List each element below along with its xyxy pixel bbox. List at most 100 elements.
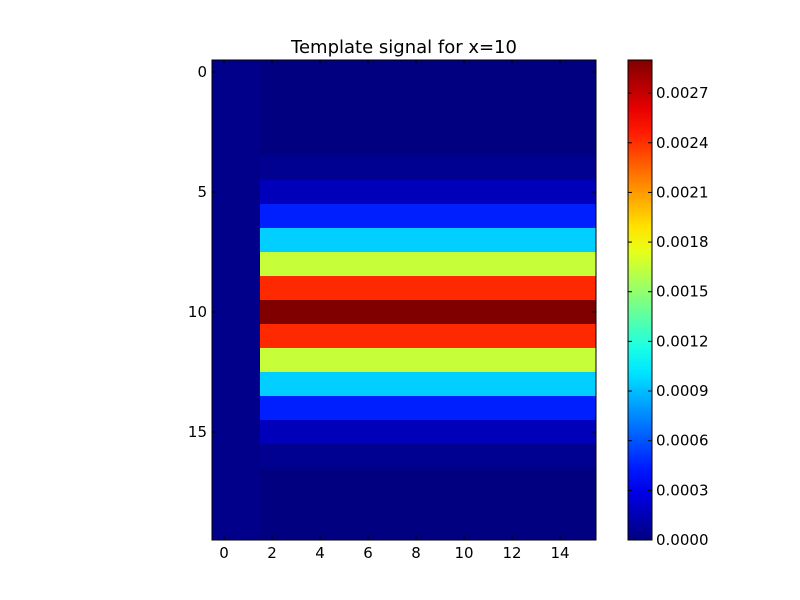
heatmap-cell [500,252,525,277]
heatmap-cell [356,492,381,517]
heatmap-cell [548,156,573,181]
heatmap-cell [404,180,429,205]
heatmap-cell [476,516,501,541]
heatmap-cell [428,204,453,229]
heatmap-cell [428,180,453,205]
heatmap-cell [572,252,597,277]
heatmap-cell [428,276,453,301]
heatmap-cell [308,468,333,493]
heatmap-cell [260,252,285,277]
heatmap-cell [548,204,573,229]
heatmap-cell [572,276,597,301]
heatmap-cell [548,492,573,517]
heatmap-cell [476,444,501,469]
heatmap-cell [500,108,525,133]
heatmap-cell [380,84,405,109]
heatmap-cell [260,156,285,181]
heatmap-cell [236,444,261,469]
heatmap-cell [548,420,573,445]
heatmap-cell [236,108,261,133]
heatmap-cell [356,228,381,253]
heatmap-cell [356,420,381,445]
y-tick-label: 10 [188,303,207,321]
heatmap-cell [428,516,453,541]
heatmap-cell [428,444,453,469]
heatmap-cell [476,324,501,349]
heatmap-cell [380,444,405,469]
heatmap-cell [500,156,525,181]
heatmap-cell [428,324,453,349]
heatmap-cell [380,396,405,421]
heatmap-cell [524,492,549,517]
heatmap-cell [260,108,285,133]
heatmap-cell [236,300,261,325]
heatmap-cell [500,348,525,373]
heatmap-cell [332,180,357,205]
heatmap-cell [476,156,501,181]
heatmap-cell [356,444,381,469]
colorbar-tick-label: 0.0000 [656,531,709,549]
heatmap-cell [428,156,453,181]
heatmap-cell [548,276,573,301]
heatmap-cell [260,444,285,469]
heatmap-cell [500,372,525,397]
heatmap-cell [476,84,501,109]
heatmap-cell [404,372,429,397]
heatmap-cell [332,84,357,109]
heatmap-cell [404,84,429,109]
heatmap-cell [308,60,333,85]
y-tick-label: 0 [197,63,207,81]
heatmap-cell [428,84,453,109]
heatmap-cell [284,444,309,469]
heatmap-cell [356,468,381,493]
heatmap-cell [500,228,525,253]
heatmap-cell [212,276,237,301]
heatmap-cell [284,492,309,517]
heatmap-cell [428,228,453,253]
heatmap-cell [524,444,549,469]
heatmap-cell [548,324,573,349]
heatmap-cell [380,156,405,181]
heatmap-cell [380,228,405,253]
heatmap-cell [452,348,477,373]
heatmap-cell [500,204,525,229]
heatmap-cell [476,252,501,277]
heatmap-cell [524,324,549,349]
heatmap-cell [332,60,357,85]
heatmap-cell [260,372,285,397]
heatmap-cell [476,492,501,517]
heatmap-cell [380,420,405,445]
heatmap-cell [260,468,285,493]
heatmap-cell [500,324,525,349]
heatmap-cell [524,180,549,205]
heatmap-cell [452,156,477,181]
heatmap-cell [308,108,333,133]
heatmap-cell [524,396,549,421]
heatmap-cell [500,60,525,85]
heatmap-cell [308,252,333,277]
heatmap-cell [548,60,573,85]
heatmap-cell [404,300,429,325]
heatmap-cell [380,468,405,493]
heatmap-cell [212,132,237,157]
heatmap-cell [260,420,285,445]
heatmap-cell [212,348,237,373]
heatmap-cell [356,372,381,397]
heatmap-cell [212,396,237,421]
heatmap-cell [236,252,261,277]
heatmap-cell [380,372,405,397]
heatmap-cell [452,324,477,349]
heatmap-cell [524,348,549,373]
heatmap-cell [404,228,429,253]
heatmap-cell [524,372,549,397]
heatmap-cell [236,324,261,349]
heatmap-cell [212,324,237,349]
heatmap-cell [548,372,573,397]
heatmap-cell [548,180,573,205]
heatmap-cell [452,300,477,325]
heatmap-cell [236,468,261,493]
heatmap-cell [284,372,309,397]
heatmap-cell [524,204,549,229]
heatmap-cell [572,324,597,349]
heatmap-cell [452,180,477,205]
